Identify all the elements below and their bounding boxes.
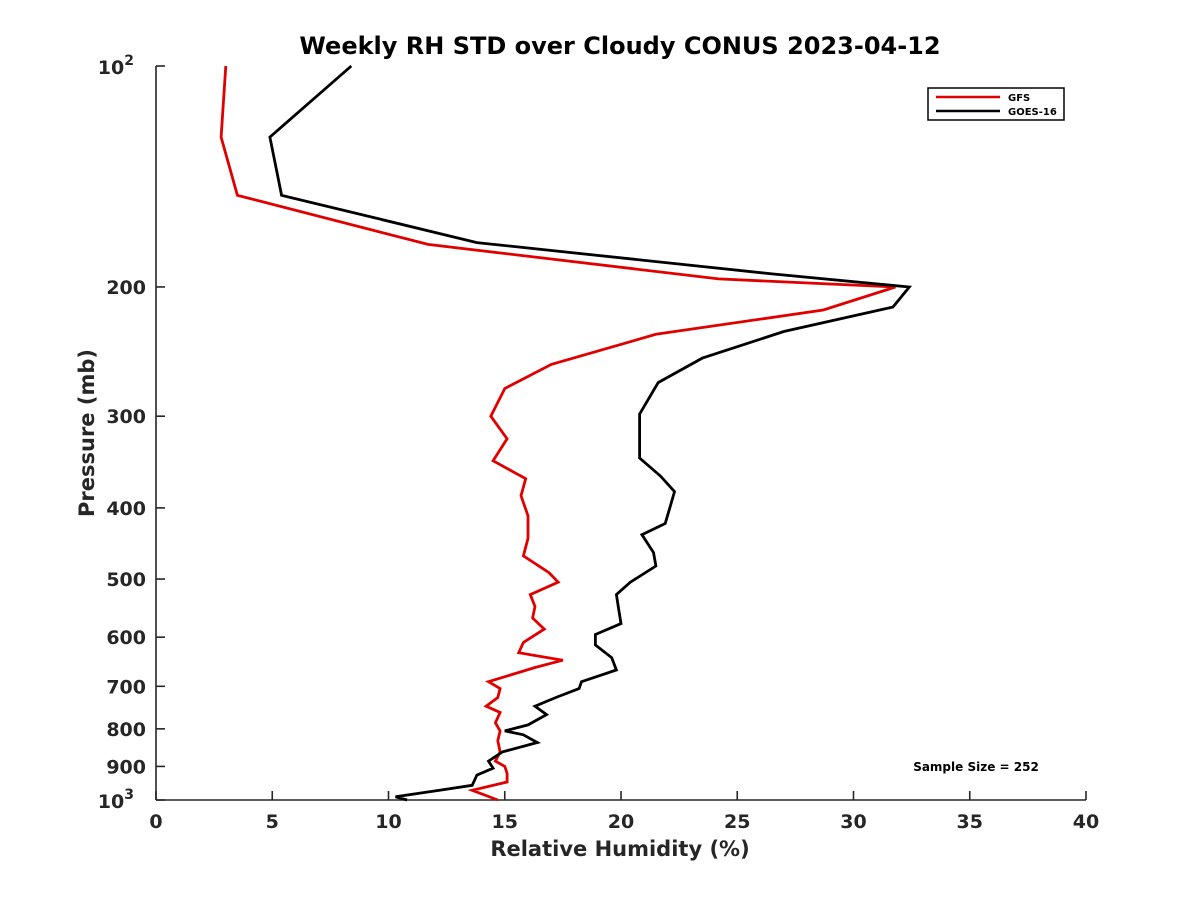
- y-tick-label: 500: [106, 569, 146, 591]
- x-tick-label: 10: [375, 811, 401, 833]
- series-line-goes16: [268, 64, 913, 802]
- x-tick-label: 35: [957, 811, 983, 833]
- y-tick-label: 700: [106, 676, 146, 698]
- y-tick-label: 102: [98, 53, 134, 79]
- x-tick-label: 20: [608, 811, 634, 833]
- y-tick-label: 400: [106, 498, 146, 520]
- y-tick-label: 600: [106, 627, 146, 649]
- x-tick-label: 25: [724, 811, 750, 833]
- sample-size-annotation: Sample Size = 252: [913, 760, 1039, 774]
- legend: GFS GOES-16: [927, 87, 1065, 121]
- y-tick-label: 300: [106, 406, 146, 428]
- y-tick-label: 200: [106, 277, 146, 299]
- x-axis-label: Relative Humidity (%): [490, 837, 749, 861]
- x-tick-label: 30: [840, 811, 866, 833]
- y-axis-label: Pressure (mb): [75, 349, 99, 517]
- y-tick-label: 800: [106, 719, 146, 741]
- legend-label-gfs: GFS: [1008, 93, 1030, 104]
- x-tick-label: 15: [492, 811, 518, 833]
- x-tick-label: 40: [1073, 811, 1099, 833]
- x-tick-label: 0: [149, 811, 162, 833]
- plot-area: 0 5 10 15 20 25 30 35 40 102 200 300 400 500 600 700 800…: [98, 53, 1099, 833]
- y-tick-label: 900: [106, 756, 146, 778]
- series-line-gfs: [219, 65, 896, 802]
- chart-title: Weekly RH STD over Cloudy CONUS 2023-04-…: [299, 32, 940, 60]
- legend-box: [927, 87, 1065, 121]
- x-tick-label: 5: [266, 811, 279, 833]
- y-tick-label: 103: [98, 787, 134, 813]
- legend-label-goes16: GOES-16: [1008, 107, 1057, 118]
